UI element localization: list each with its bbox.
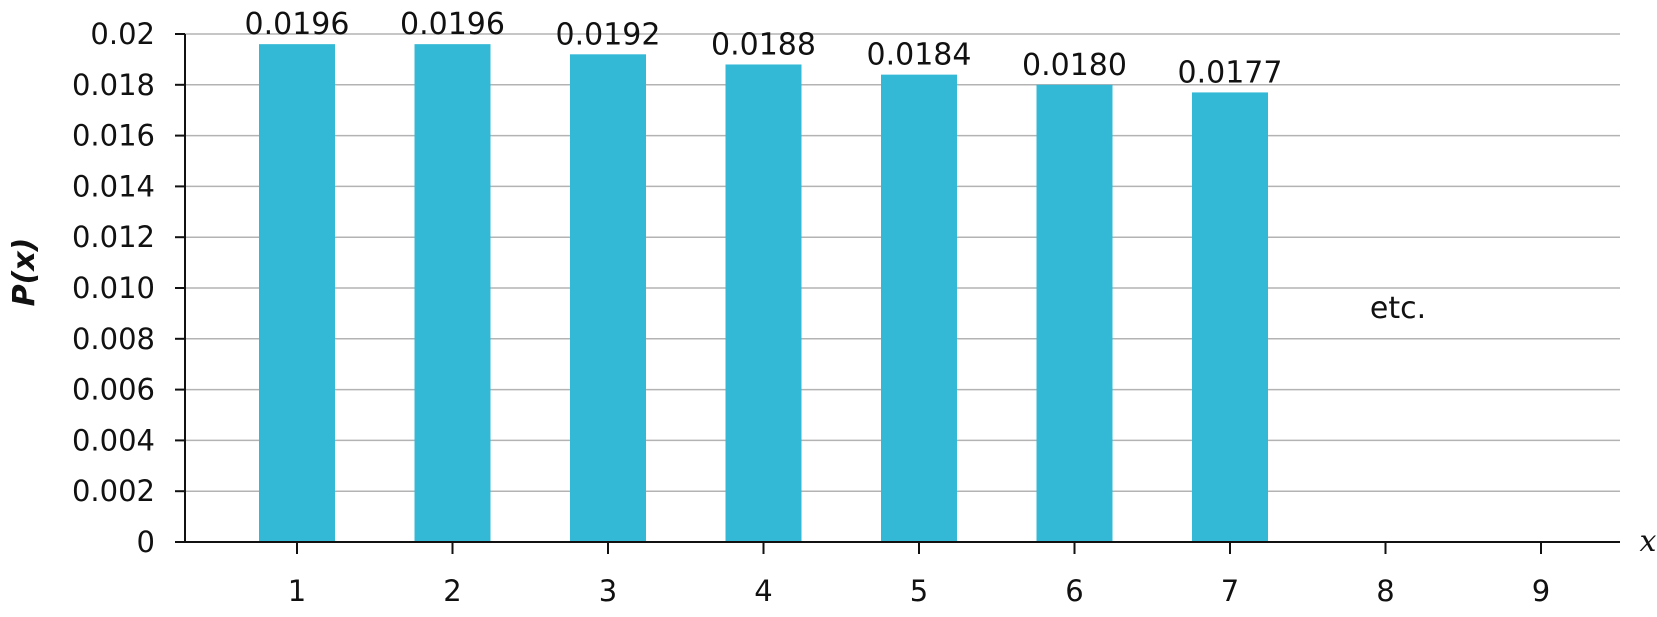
x-tick-labels: 1 2 3 4 5 6 7 8 9	[288, 574, 1550, 608]
y-tick-label: 0.010	[72, 271, 155, 305]
bar	[414, 44, 491, 542]
data-label: 0.0196	[400, 7, 505, 42]
data-label: 0.0196	[245, 7, 350, 42]
x-tick-label: 5	[910, 574, 928, 608]
y-tick-label: 0.002	[72, 474, 155, 508]
y-tick-label: 0.018	[72, 68, 155, 102]
y-tick-label: 0.02	[90, 17, 155, 51]
bar	[725, 64, 802, 542]
bar	[1036, 84, 1113, 543]
y-tick-labels: 0 0.002 0.004 0.006 0.008 0.010 0.012 0.014 0.01…	[72, 17, 155, 559]
data-label: 0.0192	[556, 17, 661, 52]
x-tick-label: 1	[288, 574, 306, 608]
x-tick-label: 2	[443, 574, 461, 608]
x-tick-label: 4	[754, 574, 772, 608]
bar	[1192, 92, 1268, 543]
y-tick-label: 0.016	[72, 119, 155, 153]
x-tick-label: 6	[1065, 574, 1083, 608]
data-label: 0.0177	[1178, 55, 1283, 90]
bar	[259, 44, 335, 542]
y-tick-label: 0.008	[72, 322, 155, 356]
data-label: 0.0188	[711, 27, 816, 62]
x-tick-label: 8	[1376, 574, 1394, 608]
x-tick-label: 7	[1221, 574, 1239, 608]
y-tick-label: 0.006	[72, 373, 155, 407]
bars	[259, 44, 1268, 543]
x-axis-title: x	[1640, 524, 1657, 559]
x-tick-label: 3	[599, 574, 617, 608]
bar	[570, 54, 646, 542]
y-tick-label: 0.012	[72, 220, 155, 254]
y-tick-label: 0.014	[72, 169, 155, 203]
bar	[881, 74, 957, 542]
y-axis-title: P(x)	[7, 238, 42, 307]
y-tick-label: 0	[137, 525, 155, 559]
x-tick-label: 9	[1532, 574, 1550, 608]
data-labels: 0.0196 0.0196 0.0192 0.0188 0.0184 0.0180 0.01…	[245, 7, 1283, 90]
y-tick-label: 0.004	[72, 423, 155, 457]
data-label: 0.0180	[1022, 48, 1127, 83]
data-label: 0.0184	[867, 38, 972, 73]
etc-annotation: etc.	[1370, 291, 1426, 326]
axes	[175, 33, 1620, 554]
